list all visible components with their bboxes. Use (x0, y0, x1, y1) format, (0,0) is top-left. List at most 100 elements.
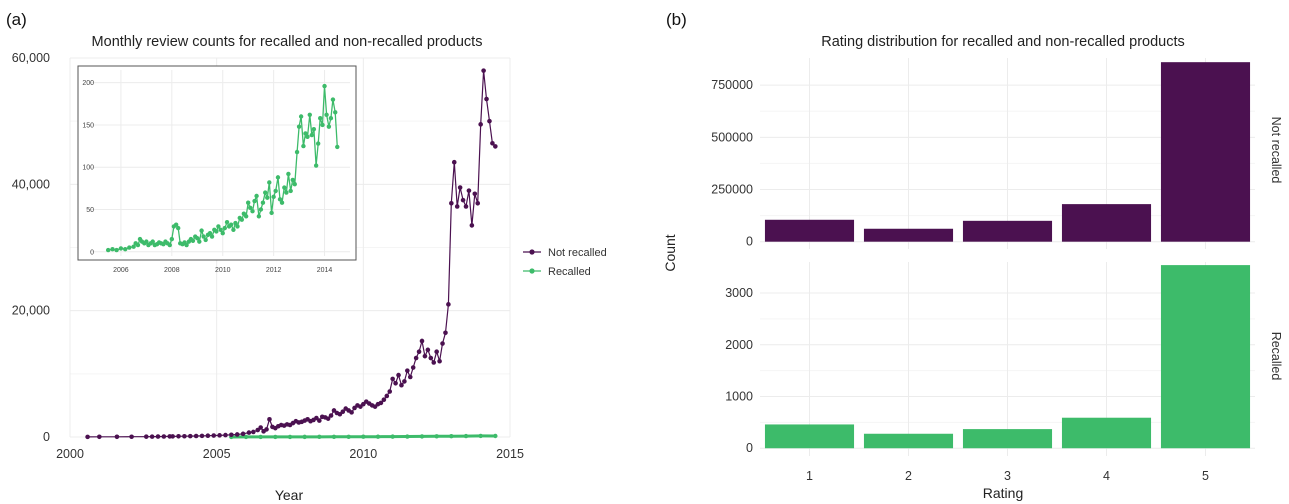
data-point-not-recalled (466, 188, 472, 193)
inset-data-point-recalled (296, 124, 302, 129)
data-point-not-recalled (475, 200, 481, 206)
inset-data-point-recalled (167, 242, 172, 248)
inset-data-point-recalled (199, 228, 204, 233)
inset-data-point-recalled (110, 247, 115, 252)
inset-data-point-recalled (207, 230, 213, 236)
inset-data-point-recalled (311, 126, 317, 132)
data-point-not-recalled (234, 432, 240, 437)
inset-data-point-recalled (267, 180, 272, 185)
data-point-not-recalled (251, 429, 256, 435)
inset-y-tick-label: 0 (90, 249, 94, 256)
inset-data-point-recalled (275, 175, 281, 180)
x-tick-label: 2015 (496, 447, 524, 461)
inset-data-point-recalled (195, 236, 200, 241)
data-point-not-recalled (460, 197, 466, 203)
data-point-recalled (449, 433, 454, 439)
data-point-not-recalled (484, 96, 489, 102)
inset-data-point-recalled (282, 185, 287, 190)
data-point-not-recalled (384, 393, 390, 399)
inset-grid (90, 70, 350, 256)
y-tick-label-not-recalled: 750000 (711, 78, 753, 92)
inset-data-point-recalled (118, 246, 124, 251)
inset-data-point-recalled (277, 197, 283, 202)
data-point-not-recalled (431, 360, 437, 365)
data-point-recalled (493, 433, 498, 439)
panel-a-letter: (a) (6, 10, 27, 29)
inset-data-point-recalled (318, 115, 323, 121)
y-tick-label: 20,000 (12, 304, 50, 318)
panel-b-x-axis-label: Rating (983, 485, 1023, 501)
x-tick-label: 3 (1004, 469, 1011, 483)
inset-data-point-recalled (239, 217, 245, 222)
data-point-recalled (317, 434, 322, 440)
bar-not-recalled-rating-1 (764, 219, 855, 242)
data-point-not-recalled (454, 204, 460, 209)
data-point-not-recalled (419, 338, 425, 344)
data-point-not-recalled (267, 417, 272, 422)
data-point-not-recalled (457, 185, 463, 190)
panel-a-x-axis-label: Year (275, 487, 304, 503)
inset-data-point-recalled (228, 222, 234, 227)
data-point-recalled (434, 434, 439, 439)
inset-data-point-recalled (284, 190, 289, 195)
x-tick-label: 2 (905, 469, 912, 483)
inset-data-point-recalled (150, 239, 155, 244)
inset-data-point-recalled (224, 219, 230, 225)
legend-label-recalled: Recalled (548, 266, 591, 278)
data-point-not-recalled (422, 353, 428, 359)
inset-data-point-recalled (218, 227, 223, 232)
data-point-not-recalled (451, 159, 457, 165)
y-tick-label-recalled: 1000 (725, 390, 753, 404)
inset-data-point-recalled (235, 224, 240, 229)
data-point-recalled (405, 434, 410, 439)
bar-recalled-rating-2 (863, 433, 954, 449)
x-tick-label: 2010 (349, 447, 377, 461)
data-point-not-recalled (381, 397, 387, 403)
panel-a-x-ticks: 2000 2005 2010 2015 (56, 447, 524, 461)
inset-data-point-recalled (301, 143, 306, 149)
inset-chart: 0 50 100 150 200 2006 2008 2010 2012 2014 (77, 65, 357, 274)
y-tick-label-recalled: 3000 (725, 286, 753, 300)
inset-y-tick-label: 150 (82, 122, 94, 129)
inset-data-point-recalled (123, 247, 128, 252)
data-point-not-recalled (481, 68, 486, 73)
inset-data-point-recalled (315, 141, 321, 146)
inset-data-point-recalled (322, 83, 327, 89)
data-point-not-recalled (413, 355, 419, 361)
data-point-not-recalled (463, 204, 469, 209)
bar-not-recalled-rating-4 (1061, 204, 1152, 242)
data-point-not-recalled (199, 433, 205, 439)
data-point-not-recalled (402, 379, 407, 384)
inset-x-tick-label: 2010 (215, 267, 231, 274)
data-point-not-recalled (446, 302, 451, 307)
inset-data-point-recalled (105, 247, 111, 253)
inset-data-point-recalled (292, 181, 297, 187)
inset-data-point-recalled (197, 239, 202, 244)
data-point-not-recalled (264, 427, 269, 432)
inset-data-point-recalled (203, 237, 208, 243)
inset-data-point-recalled (286, 171, 291, 177)
data-point-not-recalled (114, 434, 120, 440)
data-point-not-recalled (434, 349, 439, 355)
data-point-not-recalled (211, 433, 217, 438)
x-tick-label: 1 (806, 469, 813, 483)
bar-recalled-rating-4 (1061, 417, 1152, 449)
inset-x-ticks: 2006 2008 2010 2012 2014 (113, 267, 332, 274)
data-point-not-recalled (396, 372, 401, 378)
data-point-not-recalled (193, 433, 199, 439)
panel-a-y-ticks: 0 20,000 40,000 60,000 (12, 51, 50, 444)
inset-data-point-recalled (271, 194, 276, 200)
inset-data-point-recalled (173, 222, 179, 227)
inset-data-point-recalled (294, 149, 300, 155)
data-point-not-recalled (85, 434, 90, 440)
inset-data-point-recalled (201, 234, 206, 239)
facet-recalled: 0 1000 2000 3000 (725, 262, 1255, 456)
inset-x-tick-label: 2006 (113, 267, 129, 274)
inset-data-point-recalled (326, 124, 332, 129)
panel-a-series (85, 68, 498, 440)
inset-data-point-recalled (231, 227, 236, 232)
data-point-not-recalled (349, 410, 354, 415)
data-point-not-recalled (425, 347, 431, 353)
data-point-not-recalled (378, 400, 384, 406)
legend-swatch-point (529, 249, 535, 255)
